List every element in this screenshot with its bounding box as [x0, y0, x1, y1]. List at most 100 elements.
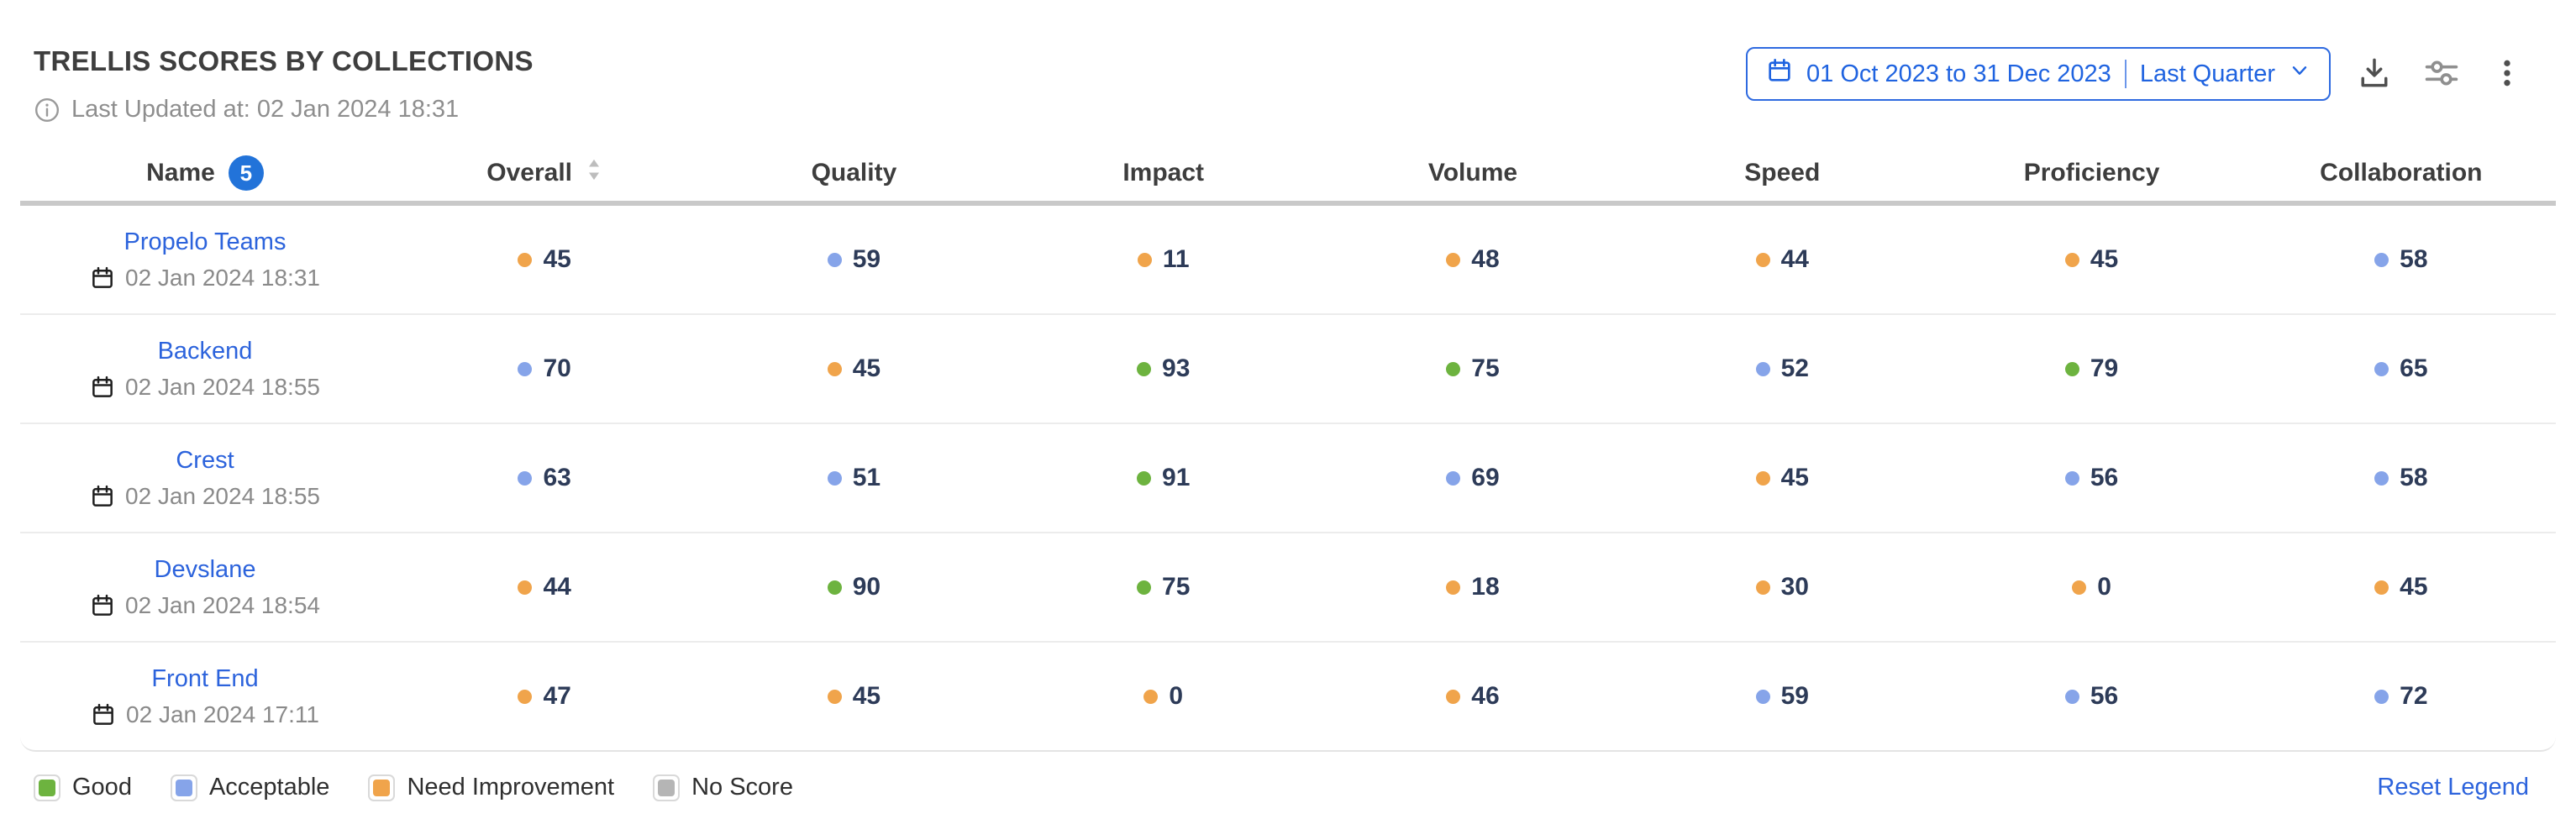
legend-item-good[interactable]: Good	[34, 774, 132, 801]
name-cell: Crest 02 Jan 2024 18:55	[20, 424, 390, 532]
score-value: 58	[2400, 464, 2428, 491]
collection-link[interactable]: Front End	[151, 664, 259, 692]
calendar-icon	[1766, 57, 1793, 91]
score-cell-quality: 45	[699, 643, 1008, 750]
date-preset-text: Last Quarter	[2139, 60, 2275, 87]
score-value: 72	[2400, 682, 2428, 710]
score-value: 45	[2400, 573, 2428, 601]
score-cell-quality: 45	[699, 315, 1008, 423]
score-status-dot	[1446, 580, 1461, 595]
sort-icon[interactable]	[586, 157, 602, 189]
legend-checkbox[interactable]	[170, 774, 197, 801]
score-cell-quality: 51	[699, 424, 1008, 532]
collection-link[interactable]: Devslane	[154, 555, 256, 583]
table-row: Backend 02 Jan 2024 18:55 70 45 93 75 52 79 65	[20, 315, 2556, 424]
score-value: 48	[1471, 245, 1500, 273]
column-header-label: Volume	[1427, 159, 1518, 186]
legend-checkbox[interactable]	[368, 774, 396, 801]
score-cell-quality: 90	[699, 533, 1008, 641]
column-header-label: Speed	[1744, 159, 1821, 186]
score-value: 90	[852, 573, 881, 601]
download-icon	[2356, 55, 2393, 94]
score-status-dot	[518, 689, 533, 704]
column-header-volume[interactable]: Volume	[1318, 159, 1627, 187]
download-button[interactable]	[2351, 50, 2398, 99]
legend-item-no_score[interactable]: No Score	[653, 774, 793, 801]
legend-label: Acceptable	[208, 774, 330, 801]
widget-footer: Good Acceptable Need Improvement No Score R…	[0, 752, 2576, 801]
page-title: TRELLIS SCORES BY COLLECTIONS	[34, 45, 534, 76]
score-cell-overall: 44	[390, 533, 699, 641]
score-status-dot	[1137, 252, 1152, 267]
table-row: Front End 02 Jan 2024 17:11 47 45 0 46 59 56 72	[20, 643, 2556, 752]
info-icon	[34, 97, 60, 123]
score-status-dot	[1137, 580, 1152, 595]
score-cell-speed: 45	[1627, 424, 1937, 532]
column-header-overall[interactable]: Overall	[390, 157, 699, 189]
score-cell-overall: 63	[390, 424, 699, 532]
row-updated-timestamp: 02 Jan 2024 18:55	[125, 373, 320, 400]
score-value: 63	[543, 464, 571, 491]
score-value: 44	[1780, 245, 1809, 273]
column-header-quality[interactable]: Quality	[699, 159, 1008, 187]
collection-link[interactable]: Propelo Teams	[124, 228, 287, 255]
score-status-dot	[1143, 689, 1159, 704]
score-status-dot	[1137, 470, 1152, 486]
legend-swatch	[658, 779, 676, 796]
legend-item-acceptable[interactable]: Acceptable	[170, 774, 330, 801]
score-cell-speed: 52	[1627, 315, 1937, 423]
score-value: 59	[1780, 682, 1809, 710]
score-cell-collaboration: 45	[2247, 533, 2556, 641]
collection-link[interactable]: Backend	[157, 337, 253, 365]
score-cell-impact: 91	[1009, 424, 1318, 532]
legend-label: Need Improvement	[407, 774, 615, 801]
score-value: 18	[1471, 573, 1500, 601]
column-header-name[interactable]: Name 5	[20, 155, 390, 191]
kebab-icon	[2490, 56, 2524, 92]
date-range-picker[interactable]: 01 Oct 2023 to 31 Dec 2023 Last Quarter	[1746, 47, 2331, 101]
score-value: 79	[2090, 354, 2119, 382]
column-header-proficiency[interactable]: Proficiency	[1937, 159, 2246, 187]
score-cell-volume: 46	[1318, 643, 1627, 750]
score-status-dot	[1755, 580, 1770, 595]
score-status-dot	[1755, 361, 1770, 376]
score-status-dot	[1755, 470, 1770, 486]
date-divider	[2124, 60, 2127, 88]
row-updated-row: 02 Jan 2024 18:54	[90, 592, 320, 619]
score-cell-collaboration: 58	[2247, 206, 2556, 313]
legend-checkbox[interactable]	[653, 774, 681, 801]
calendar-icon	[90, 593, 115, 618]
settings-button[interactable]	[2418, 50, 2465, 99]
date-range-text: 01 Oct 2023 to 31 Dec 2023	[1806, 60, 2111, 87]
legend-item-need_improvement[interactable]: Need Improvement	[368, 774, 614, 801]
score-value: 45	[852, 682, 881, 710]
score-cell-volume: 18	[1318, 533, 1627, 641]
row-updated-row: 02 Jan 2024 18:55	[90, 374, 320, 401]
column-header-label: Impact	[1122, 159, 1205, 186]
score-value: 0	[2097, 573, 2111, 601]
column-header-speed[interactable]: Speed	[1627, 159, 1937, 187]
score-status-dot	[1755, 689, 1770, 704]
score-value: 46	[1471, 682, 1500, 710]
calendar-icon	[90, 265, 115, 291]
score-status-dot	[2064, 689, 2079, 704]
legend-checkbox[interactable]	[34, 774, 60, 801]
legend-swatch	[175, 779, 192, 796]
row-count-badge: 5	[228, 155, 264, 191]
column-header-impact[interactable]: Impact	[1009, 159, 1318, 187]
row-updated-timestamp: 02 Jan 2024 18:31	[125, 264, 320, 291]
score-cell-impact: 11	[1009, 206, 1318, 313]
reset-legend-link[interactable]: Reset Legend	[2377, 774, 2529, 801]
table-row: Devslane 02 Jan 2024 18:54 44 90 75 18 30 0 45	[20, 533, 2556, 643]
score-value: 70	[543, 354, 571, 382]
calendar-icon	[90, 375, 115, 400]
more-options-button[interactable]	[2485, 51, 2529, 97]
score-value: 45	[1780, 464, 1809, 491]
title-block: TRELLIS SCORES BY COLLECTIONS Last Updat…	[34, 45, 534, 123]
column-header-collaboration[interactable]: Collaboration	[2247, 159, 2556, 187]
score-cell-proficiency: 56	[1937, 643, 2246, 750]
score-value: 0	[1169, 682, 1184, 710]
legend-label: Good	[72, 774, 132, 801]
collection-link[interactable]: Crest	[176, 446, 234, 474]
score-status-dot	[518, 470, 533, 486]
